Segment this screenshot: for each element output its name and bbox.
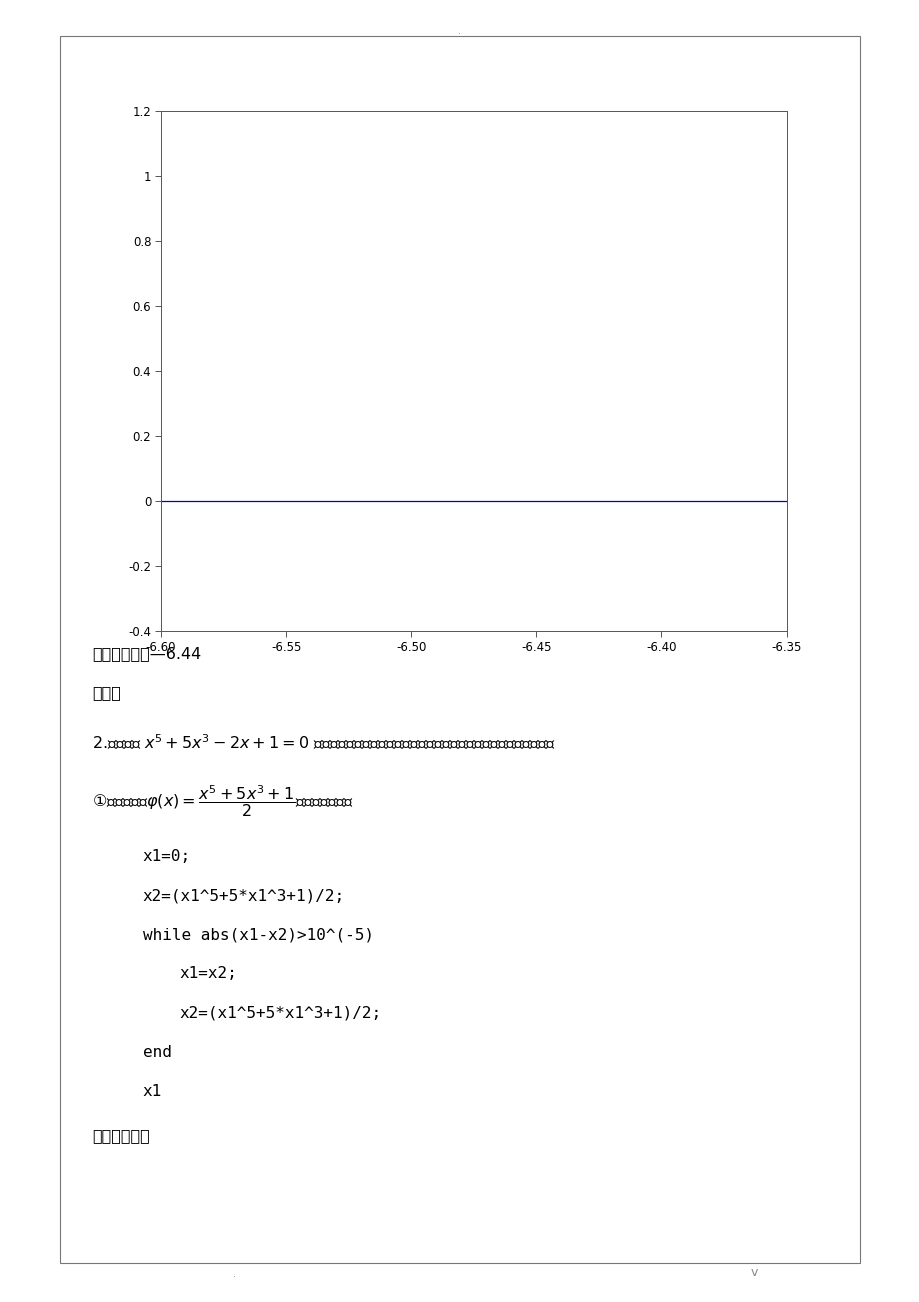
Text: x1=0;: x1=0; — [142, 849, 190, 865]
Text: x2=(x1^5+5*x1^3+1)/2;: x2=(x1^5+5*x1^3+1)/2; — [142, 888, 345, 904]
Text: 输出结果为：: 输出结果为： — [92, 1128, 150, 1143]
Text: x1: x1 — [142, 1083, 162, 1099]
Text: while abs(x1-x2)>10^(-5): while abs(x1-x2)>10^(-5) — [142, 927, 373, 943]
Text: .: . — [458, 26, 461, 36]
Text: v: v — [750, 1266, 757, 1279]
Text: x1=x2;: x1=x2; — [179, 966, 237, 982]
Bar — [60, 36, 859, 1263]
Text: x2=(x1^5+5*x1^3+1)/2;: x2=(x1^5+5*x1^3+1)/2; — [179, 1005, 381, 1021]
Text: 求得一个解为—6.44: 求得一个解为—6.44 — [92, 646, 201, 661]
Text: end: end — [142, 1044, 171, 1060]
Text: .: . — [233, 1268, 236, 1279]
Text: 分析：: 分析： — [92, 685, 120, 700]
Text: ①迭代函数为$\varphi(x) = \dfrac{x^5+5x^3+1}{2}$，算法设计为：: ①迭代函数为$\varphi(x) = \dfrac{x^5+5x^3+1}{2… — [92, 783, 354, 819]
Text: 2.　将方程 $x^5+5x^3-2x+1=0$ 改写成各种等价的形式进行迭代，观察迭代是否收敛，并给出解释。: 2. 将方程 $x^5+5x^3-2x+1=0$ 改写成各种等价的形式进行迭代，… — [92, 733, 555, 751]
